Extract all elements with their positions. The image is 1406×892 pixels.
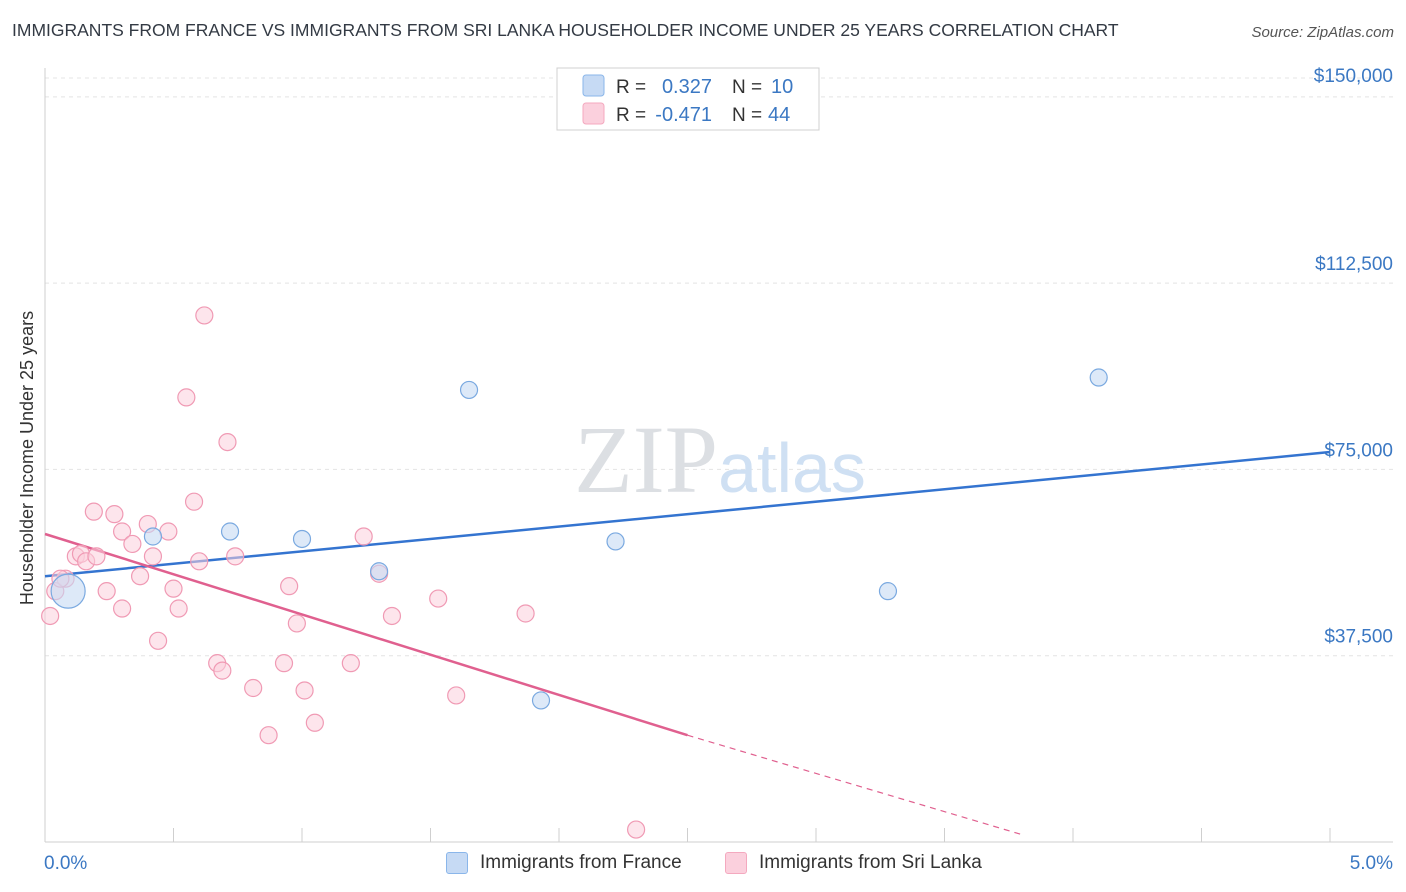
point-srilanka [87,547,106,566]
point-srilanka [164,579,183,598]
point-srilanka [274,654,294,673]
point-srilanka [143,547,163,566]
y-tick-label: $150,000 [1314,66,1393,87]
point-srilanka [112,599,132,618]
watermark-atlas: atlas [718,429,866,507]
legend-n-label-srilanka: N = [732,105,762,126]
axes [44,68,1393,843]
point-srilanka [184,492,204,511]
legend-swatch-france-bottom [446,852,468,874]
point-france [292,529,312,549]
trend-line-france [44,450,1331,578]
point-srilanka [382,606,402,626]
point-srilanka [159,522,178,541]
legend-item-france: Immigrants from France [446,852,682,874]
legend-swatch-france [582,74,605,97]
data-points [41,306,1108,839]
legend-r-value-france: 0.327 [662,76,712,98]
point-srilanka [287,614,306,633]
point-srilanka [195,306,214,325]
y-tick-label: $37,500 [1324,627,1393,648]
legend-n-label-france: N = [732,77,762,98]
point-srilanka [84,502,103,521]
chart-title: IMMIGRANTS FROM FRANCE VS IMMIGRANTS FRO… [12,20,1119,40]
point-france [878,582,898,601]
point-srilanka [177,388,196,407]
point-france [606,532,625,551]
x-tick-label-min: 0.0% [44,853,87,874]
point-srilanka [280,577,299,596]
legend-label-srilanka: Immigrants from Sri Lanka [759,852,982,873]
grid-lines [45,77,1393,657]
point-srilanka [148,631,168,650]
legend-swatch-srilanka [582,102,605,125]
point-france [50,573,86,609]
point-srilanka [305,713,324,732]
trend-lines [44,450,1331,836]
point-srilanka [105,505,124,524]
point-srilanka [190,552,209,571]
legend-swatch-srilanka-bottom [725,852,747,874]
point-france [370,562,389,581]
point-srilanka [354,527,373,546]
legend-n-value-srilanka: 44 [768,104,790,126]
point-srilanka [341,654,360,673]
point-srilanka [213,661,232,680]
point-france [531,691,551,710]
legend-item-srilanka: Immigrants from Sri Lanka [725,852,982,874]
point-srilanka [429,589,448,608]
point-france [1089,368,1108,387]
point-srilanka [226,547,245,566]
y-axis-title: Householder Income Under 25 years [17,311,37,605]
y-tick-label: $75,000 [1324,440,1393,461]
legend-r-value-srilanka: -0.471 [655,104,712,126]
legend-r-label-srilanka: R = [616,105,646,126]
point-france [143,527,163,546]
chart-source: Source: ZipAtlas.com [1251,24,1394,41]
correlation-legend: R = 0.327 N = 10 R = -0.471 N = 44 [556,67,820,131]
trend-line-srilanka-extrapolated [687,734,1022,836]
legend-n-value-france: 10 [771,76,793,98]
y-tick-label: $112,500 [1315,254,1393,275]
point-srilanka [295,681,314,700]
x-tick-label-max: 5.0% [1350,853,1393,874]
point-srilanka [41,606,60,626]
trend-line-srilanka [44,532,688,737]
point-srilanka [626,820,646,839]
point-srilanka [244,678,263,698]
point-srilanka [123,534,142,554]
point-srilanka [97,582,116,601]
legend-r-label-france: R = [616,77,646,98]
watermark-zip: ZIP [574,406,718,513]
point-france [459,380,479,400]
point-srilanka [112,522,132,541]
y-tick-labels: $37,500 $75,000 $112,500 $150,000 [1314,66,1393,648]
point-srilanka [169,599,188,618]
point-srilanka [447,686,466,705]
point-srilanka [259,726,278,745]
legend-label-france: Immigrants from France [480,852,682,873]
point-france [220,522,240,541]
watermark: ZIPatlas [574,406,866,513]
point-srilanka [516,604,535,623]
point-srilanka [130,567,150,586]
point-srilanka [218,432,237,452]
